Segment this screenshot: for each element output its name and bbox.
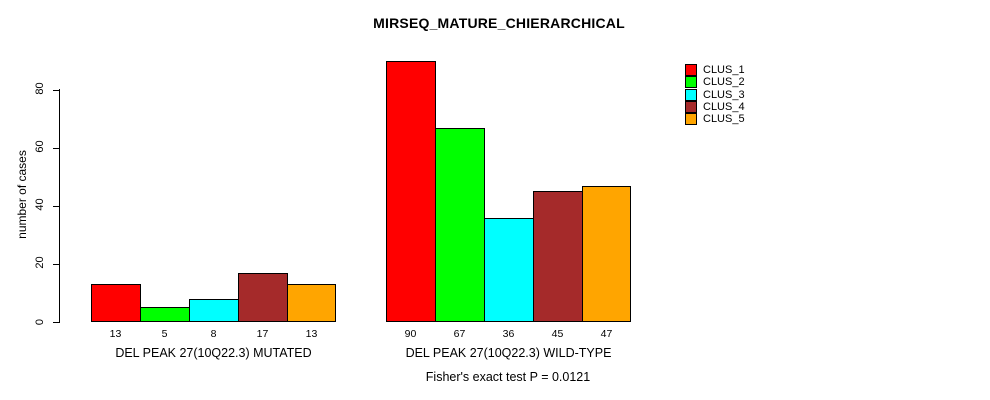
legend-label: CLUS_5 (703, 113, 745, 125)
bar-clus_2-group2 (435, 128, 485, 322)
legend-item: CLUS_4 (685, 101, 745, 113)
y-axis-label: number of cases (15, 150, 29, 239)
legend-swatch-clus_4 (685, 101, 697, 113)
legend-swatch-clus_5 (685, 113, 697, 125)
bar-clus_5-group1 (287, 284, 336, 322)
legend-item: CLUS_3 (685, 89, 745, 101)
bar-value-label: 17 (256, 328, 269, 340)
legend-swatch-clus_2 (685, 76, 697, 88)
y-tick-label: 20 (34, 256, 46, 269)
y-tick-label: 80 (34, 82, 46, 95)
bar-clus_4-group2 (533, 191, 583, 322)
bar-value-label: 8 (210, 328, 217, 340)
bar-value-label: 67 (453, 328, 466, 340)
legend-swatch-clus_1 (685, 64, 697, 76)
y-tick-label: 40 (34, 198, 46, 211)
y-axis-tick (53, 206, 60, 207)
bar-value-label: 13 (305, 328, 318, 340)
bar-clus_5-group2 (582, 186, 631, 322)
bar-clus_4-group1 (238, 273, 288, 322)
legend-item: CLUS_1 (685, 64, 745, 76)
legend-label: CLUS_1 (703, 64, 745, 76)
category-label: DEL PEAK 27(10Q22.3) MUTATED (115, 346, 312, 360)
fisher-test-annotation: Fisher's exact test P = 0.0121 (425, 370, 591, 384)
bar-clus_3-group1 (189, 299, 239, 322)
legend-label: CLUS_4 (703, 101, 745, 113)
bar-value-label: 90 (404, 328, 417, 340)
chart-title: MIRSEQ_MATURE_CHIERARCHICAL (373, 15, 625, 31)
legend-label: CLUS_2 (703, 76, 745, 88)
legend-swatch-clus_3 (685, 89, 697, 101)
y-axis-tick (53, 90, 60, 91)
legend-item: CLUS_5 (685, 113, 745, 125)
bar-value-label: 47 (600, 328, 613, 340)
bar-clus_2-group1 (140, 307, 190, 322)
bar-value-label: 13 (109, 328, 122, 340)
bar-value-label: 5 (161, 328, 168, 340)
y-axis-tick (53, 148, 60, 149)
bar-clus_1-group2 (386, 61, 436, 322)
legend-item: CLUS_2 (685, 76, 745, 88)
legend-label: CLUS_3 (703, 89, 745, 101)
y-tick-label: 0 (34, 318, 46, 325)
y-axis-tick (53, 322, 60, 323)
category-label: DEL PEAK 27(10Q22.3) WILD-TYPE (405, 346, 612, 360)
bar-value-label: 36 (502, 328, 515, 340)
bar-clus_1-group1 (91, 284, 141, 322)
y-axis-tick (53, 264, 60, 265)
y-tick-label: 60 (34, 140, 46, 153)
bar-value-label: 45 (551, 328, 564, 340)
bar-clus_3-group2 (484, 218, 534, 322)
